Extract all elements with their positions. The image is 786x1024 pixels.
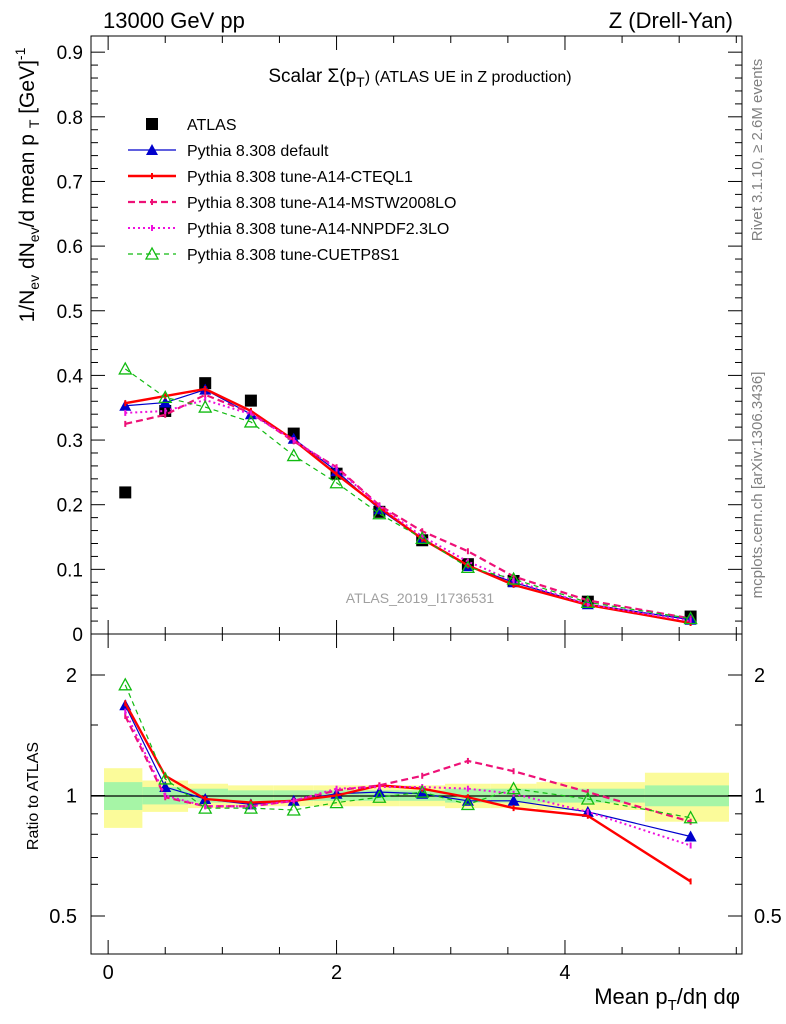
legend-label-data: ATLAS xyxy=(187,117,237,134)
header-right: Z (Drell-Yan) xyxy=(609,8,733,33)
ratio-y-tick-label: 0.5 xyxy=(49,906,77,928)
data-point-cuetp8s1 xyxy=(415,530,430,544)
data-point-cuetp8s1 xyxy=(580,594,595,608)
data-point-data xyxy=(199,377,212,390)
analysis-watermark: ATLAS_2019_I1736531 xyxy=(346,590,495,606)
data-point-cuetp8s1 xyxy=(372,506,387,520)
rivet-version-label: Rivet 3.1.10, ≥ 2.6M events xyxy=(749,59,766,242)
data-point-cuetp8s1 xyxy=(243,414,258,428)
ratio-y-tick-label: 2 xyxy=(66,665,77,687)
data-point-cuetp8s1 xyxy=(118,361,133,375)
x-tick-label: 4 xyxy=(559,962,570,984)
x-tick-label: 0 xyxy=(103,962,114,984)
legend-marker-cuetp8s1 xyxy=(144,246,160,260)
data-point-cuetp8s1 xyxy=(506,571,521,585)
main-y-axis-label: 1/Nev dNev/d mean p T [GeV]-1 xyxy=(12,47,42,322)
series-line-cuetp8s1 xyxy=(124,368,691,620)
data-point-cuetp8s1 xyxy=(329,475,344,489)
ratio-point-cuetp8s1 xyxy=(506,781,521,795)
ratio-line-mstw xyxy=(124,715,691,823)
data-point-cuetp8s1 xyxy=(198,399,213,413)
ratio-point-cuetp8s1 xyxy=(158,771,173,785)
legend-label-nnpdf: Pythia 8.308 tune-A14-NNPDF2.3LO xyxy=(187,221,449,238)
main-y-tick-label: 0 xyxy=(72,625,83,646)
legend-label-default: Pythia 8.308 default xyxy=(187,143,329,160)
ratio-point-cuetp8s1 xyxy=(243,800,258,814)
x-tick-label: 2 xyxy=(331,962,342,984)
ratio-panel: 0.5 0.5 1 1 2 2 0 2 4 Ratio to ATLAS Mean pT/dη … xyxy=(25,633,782,1014)
main-y-tick-label: 0.1 xyxy=(57,560,83,581)
main-y-tick-label: 0.6 xyxy=(57,237,83,258)
x-axis-label: Mean pT/dη dφ xyxy=(594,984,740,1014)
main-y-tick-label: 0.3 xyxy=(57,431,83,452)
ratio-y-tick-label: 1 xyxy=(66,786,77,808)
legend: ATLAS Pythia 8.308 default Pythia 8.308 tu… xyxy=(128,117,456,264)
ratio-point-default xyxy=(507,794,520,806)
ratio-point-cuetp8s1 xyxy=(329,795,344,809)
data-point-cuetp8s1 xyxy=(683,611,698,625)
legend-label-mstw: Pythia 8.308 tune-A14-MSTW2008LO xyxy=(187,195,456,212)
legend-label-cteql1: Pythia 8.308 tune-A14-CTEQL1 xyxy=(187,169,413,186)
main-y-tick-label: 0.5 xyxy=(57,302,83,323)
legend-label-cuetp8s1: Pythia 8.308 tune-CUETP8S1 xyxy=(187,247,400,264)
ratio-point-cuetp8s1 xyxy=(580,791,595,805)
ratio-point-cuetp8s1 xyxy=(198,800,213,814)
series-line-mstw xyxy=(125,393,691,620)
header-left: 13000 GeV pp xyxy=(103,8,245,33)
data-point-cuetp8s1 xyxy=(158,390,173,404)
data-point-cuetp8s1 xyxy=(286,448,301,462)
main-y-tick-label: 0.8 xyxy=(57,108,83,129)
ratio-line-cteql1 xyxy=(124,702,692,883)
ratio-point-cuetp8s1 xyxy=(372,789,387,803)
data-point-data xyxy=(119,486,132,499)
ratio-line-default xyxy=(124,705,691,838)
ratio-point-cuetp8s1 xyxy=(286,802,301,816)
data-point-data xyxy=(244,394,257,407)
mcplots-reference-label: mcplots.cern.ch [arXiv:1306.3436] xyxy=(749,372,766,599)
ratio-y-tick-label-right: 2 xyxy=(754,665,765,687)
ratio-point-default xyxy=(416,787,429,799)
ratio-point-cuetp8s1 xyxy=(118,677,133,691)
main-panel: ATLAS_2019_I1736531 Scalar Σ(pT) (ATLAS … xyxy=(12,35,743,646)
ratio-point-cuetp8s1 xyxy=(460,797,475,811)
ratio-point-cuetp8s1 xyxy=(415,784,430,798)
main-y-tick-label: 0.7 xyxy=(57,172,83,193)
ratio-point-cuetp8s1 xyxy=(683,810,698,824)
main-title: Scalar Σ(pT) (ATLAS UE in Z production) xyxy=(268,66,571,90)
main-y-tick-label: 0.4 xyxy=(57,366,84,387)
ratio-point-default xyxy=(684,830,697,842)
ratio-y-tick-label-right: 0.5 xyxy=(754,906,782,928)
ratio-y-tick-label-right: 1 xyxy=(754,786,765,808)
legend-marker-data xyxy=(146,118,158,130)
ratio-line-cuetp8s1 xyxy=(124,684,691,819)
data-point-cuetp8s1 xyxy=(460,560,475,574)
ratio-y-axis-label: Ratio to ATLAS xyxy=(25,742,42,850)
main-y-tick-label: 0.2 xyxy=(57,496,83,517)
main-y-tick-label: 0.9 xyxy=(57,43,83,64)
legend-marker-default xyxy=(146,144,158,155)
series-line-cteql1 xyxy=(125,387,691,625)
